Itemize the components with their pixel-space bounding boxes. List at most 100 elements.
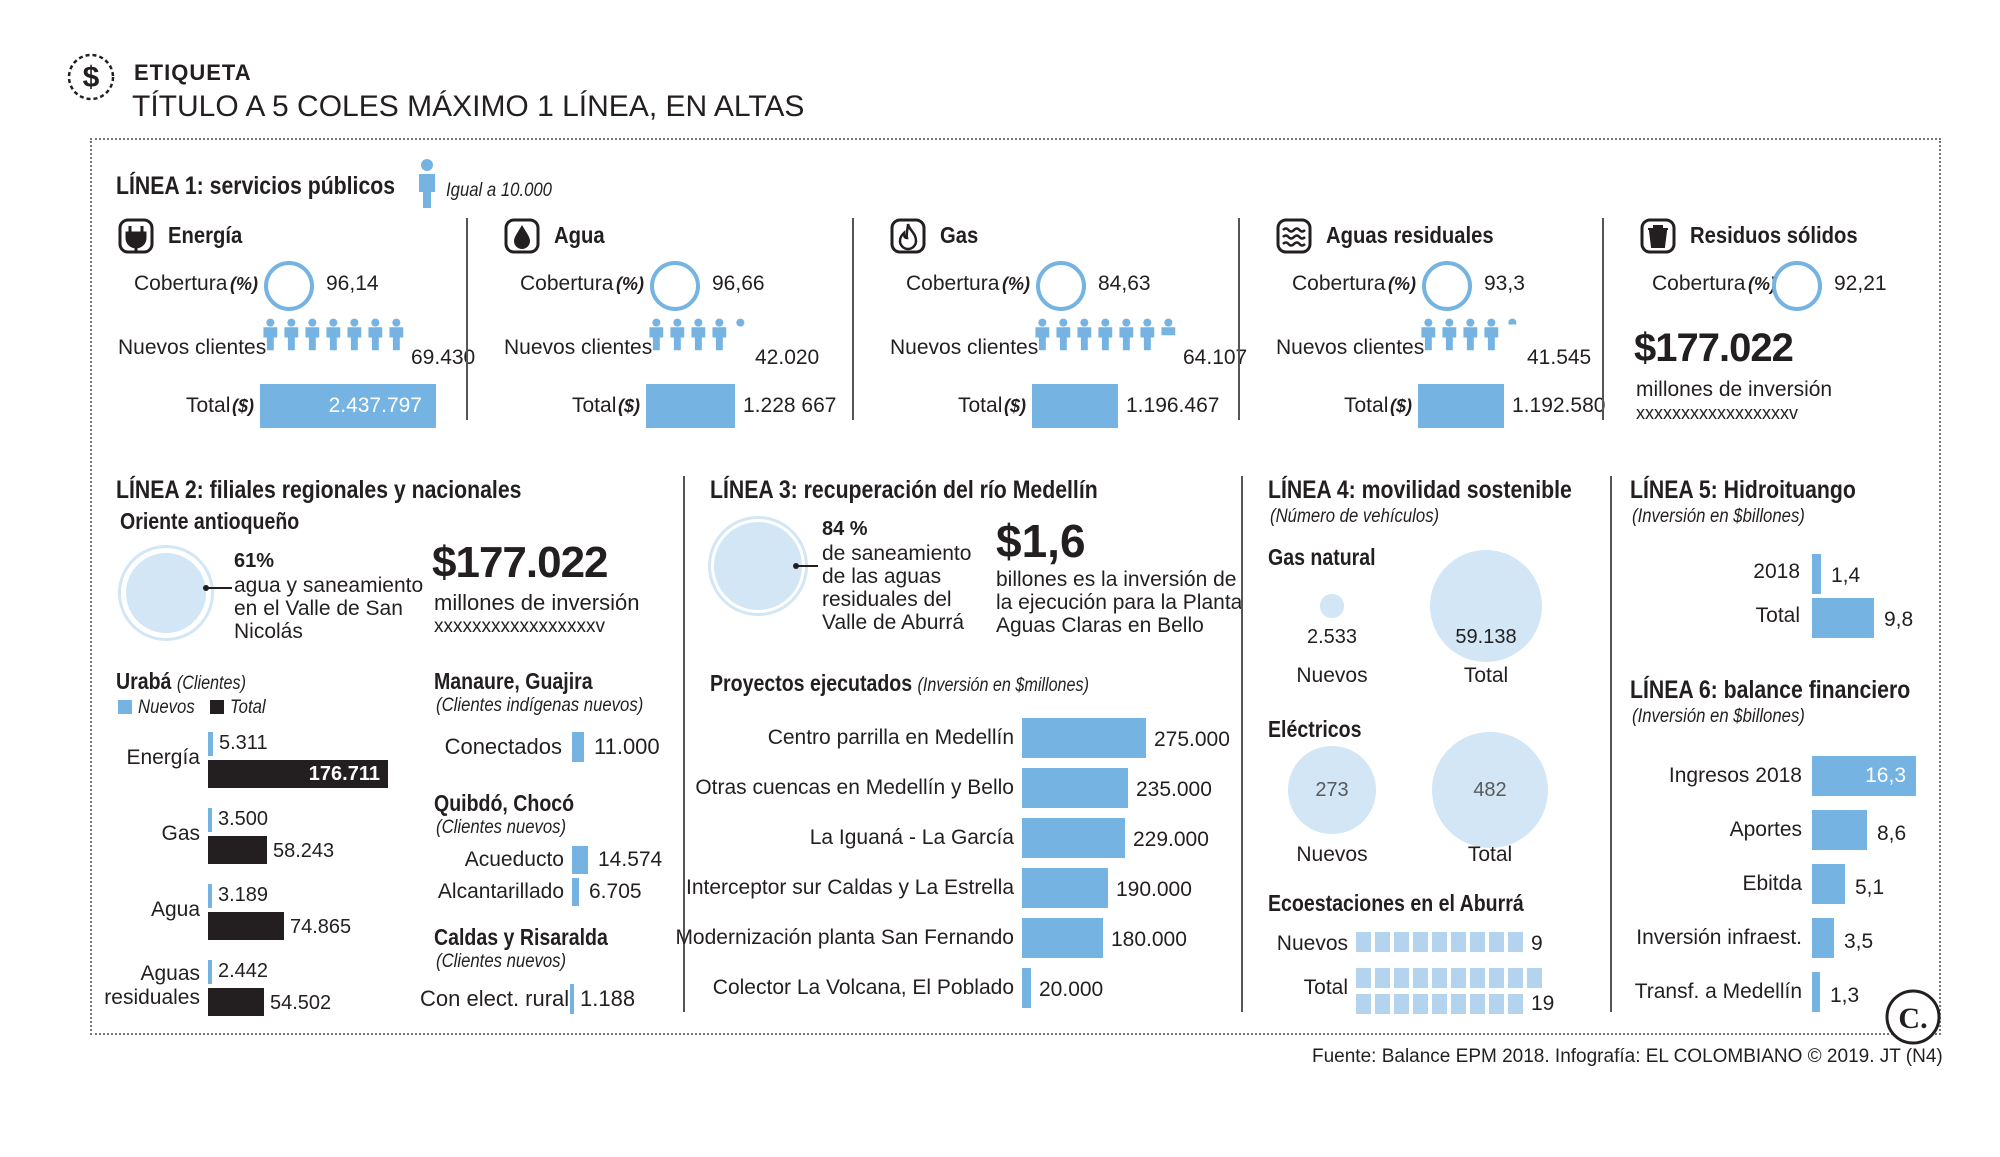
colombiano-logo: C.	[1884, 988, 1942, 1046]
coverage-pct-unit: (%)	[616, 274, 644, 294]
service-name: Gas	[940, 222, 979, 248]
total-currency-unit: ($)	[618, 396, 640, 416]
new-clients-value: 41.545	[1527, 346, 1592, 369]
uraba-total-value: 74.865	[290, 916, 352, 938]
new-clients-label: Nuevos clientes	[118, 336, 267, 359]
residuos-big-number: $177.022	[1634, 326, 1794, 370]
partial-person-icon	[1161, 318, 1176, 336]
uraba-total-value: 54.502	[270, 992, 332, 1014]
footer-source: Fuente: Balance EPM 2018. Infografía: EL…	[1312, 1046, 1943, 1067]
gas-total-label: Total	[1463, 664, 1509, 687]
eco-total-square	[1413, 968, 1428, 988]
line3-pct-line-3: residuales del	[822, 588, 952, 611]
caldas-bar	[570, 984, 574, 1014]
elec-nuevos-bubble	[1288, 746, 1376, 834]
legend-swatch-total	[210, 700, 224, 714]
coverage-value: 96,66	[712, 272, 765, 295]
gas-natural-title: Gas natural	[1268, 544, 1376, 570]
dollar-icon: $	[66, 52, 116, 102]
gas-nuevos-label: Nuevos	[1296, 664, 1368, 687]
eco-total-square	[1432, 968, 1447, 988]
line1-title: LÍNEA 1: servicios públicos	[116, 172, 396, 200]
page-title: TÍTULO A 5 COLES MÁXIMO 1 LÍNEA, EN ALTA…	[132, 90, 805, 123]
uraba-nuevos-value: 5.311	[219, 732, 268, 754]
elec-nuevos-value: 273	[1315, 779, 1349, 801]
person-icon	[368, 318, 383, 351]
quibdo-bar	[572, 846, 588, 874]
finance-bar	[1812, 756, 1916, 796]
person-legend-icon	[416, 158, 438, 215]
eco-nuevos-square	[1489, 932, 1504, 952]
project-value: 190.000	[1116, 878, 1192, 901]
total-value: 1.196.467	[1126, 394, 1220, 417]
person-icon	[712, 318, 727, 351]
project-bar	[1022, 968, 1031, 1008]
caldas-title: Caldas y Risaralda	[434, 924, 608, 950]
divider-1-2	[852, 218, 854, 420]
uraba-total-value: 58.243	[273, 840, 335, 862]
content-frame	[90, 138, 1941, 1035]
line6-title: LÍNEA 6: balance financiero	[1630, 676, 1911, 704]
oriente-placeholder: xxxxxxxxxxxxxxxxxv	[434, 616, 605, 637]
line3-pointer	[794, 565, 818, 567]
hidro-bar	[1812, 554, 1821, 594]
uraba-category: Energía	[126, 746, 200, 769]
oriente-line-1: agua y saneamiento	[234, 574, 424, 597]
project-value: 275.000	[1154, 728, 1230, 751]
finance-value: 3,5	[1844, 930, 1874, 953]
person-icon	[1035, 318, 1050, 351]
manaure-bar	[572, 732, 584, 762]
projects-unit: (Inversión en $millones)	[917, 675, 1089, 696]
eco-nuevos-square	[1470, 932, 1485, 952]
project-label: Interceptor sur Caldas y La Estrella	[686, 876, 1014, 899]
uraba-nuevos-bar	[208, 808, 212, 832]
plug-icon	[118, 218, 154, 254]
person-icon	[1098, 318, 1113, 351]
eco-title: Ecoestaciones en el Aburrá	[1268, 890, 1524, 916]
divider-2	[683, 476, 685, 1012]
coverage-value: 92,21	[1834, 272, 1887, 295]
project-bar	[1022, 718, 1146, 758]
residuos-big-label: millones de inversión	[1636, 378, 1833, 401]
uraba-category-line2: residuales	[104, 986, 200, 1009]
quibdo-label: Acueducto	[464, 848, 564, 871]
projects-title: Proyectos ejecutados	[710, 670, 913, 696]
line3-big-line-2: la ejecución para la Planta	[996, 591, 1243, 614]
eco-total-square	[1375, 968, 1390, 988]
legend-total: Total	[230, 697, 266, 718]
oriente-title: Oriente antioqueño	[120, 508, 300, 534]
person-icon	[670, 318, 685, 351]
partial-person-icon	[736, 318, 745, 327]
eco-nuevos-square	[1413, 932, 1428, 952]
person-icon	[1119, 318, 1134, 351]
project-value: 235.000	[1136, 778, 1212, 801]
total-bar	[646, 384, 735, 428]
coverage-label: Cobertura	[906, 272, 1000, 295]
divider-1-3	[1238, 218, 1240, 420]
uraba-nuevos-bar	[208, 732, 213, 756]
person-icon	[1442, 318, 1457, 351]
oriente-line-3: Nicolás	[234, 620, 303, 643]
coverage-value: 93,3	[1484, 272, 1525, 295]
uraba-category: Agua	[150, 898, 200, 921]
person-icon	[1484, 318, 1499, 351]
caldas-value: 1.188	[580, 986, 636, 1011]
uraba-unit: (Clientes)	[176, 673, 246, 694]
finance-label: Inversión infraest.	[1636, 926, 1802, 949]
project-bar	[1022, 768, 1128, 808]
finance-value: 16,3	[1865, 764, 1906, 787]
person-icon	[1463, 318, 1478, 351]
manaure-unit: (Clientes indígenas nuevos)	[436, 695, 644, 716]
divider-1-4	[1602, 218, 1604, 420]
manaure-label: Conectados	[444, 734, 562, 759]
waves-icon	[1276, 218, 1312, 254]
hidro-value: 9,8	[1884, 608, 1914, 631]
total-label: Total	[958, 394, 1003, 417]
eco-total-square	[1356, 968, 1371, 988]
line4-title: LÍNEA 4: movilidad sostenible	[1268, 476, 1572, 504]
eco-total-square	[1356, 994, 1371, 1014]
person-icon	[326, 318, 341, 351]
coverage-pct-unit: (%)	[1388, 274, 1416, 294]
line3-fill	[714, 522, 802, 610]
uraba-nuevos-value: 3.500	[218, 808, 269, 830]
